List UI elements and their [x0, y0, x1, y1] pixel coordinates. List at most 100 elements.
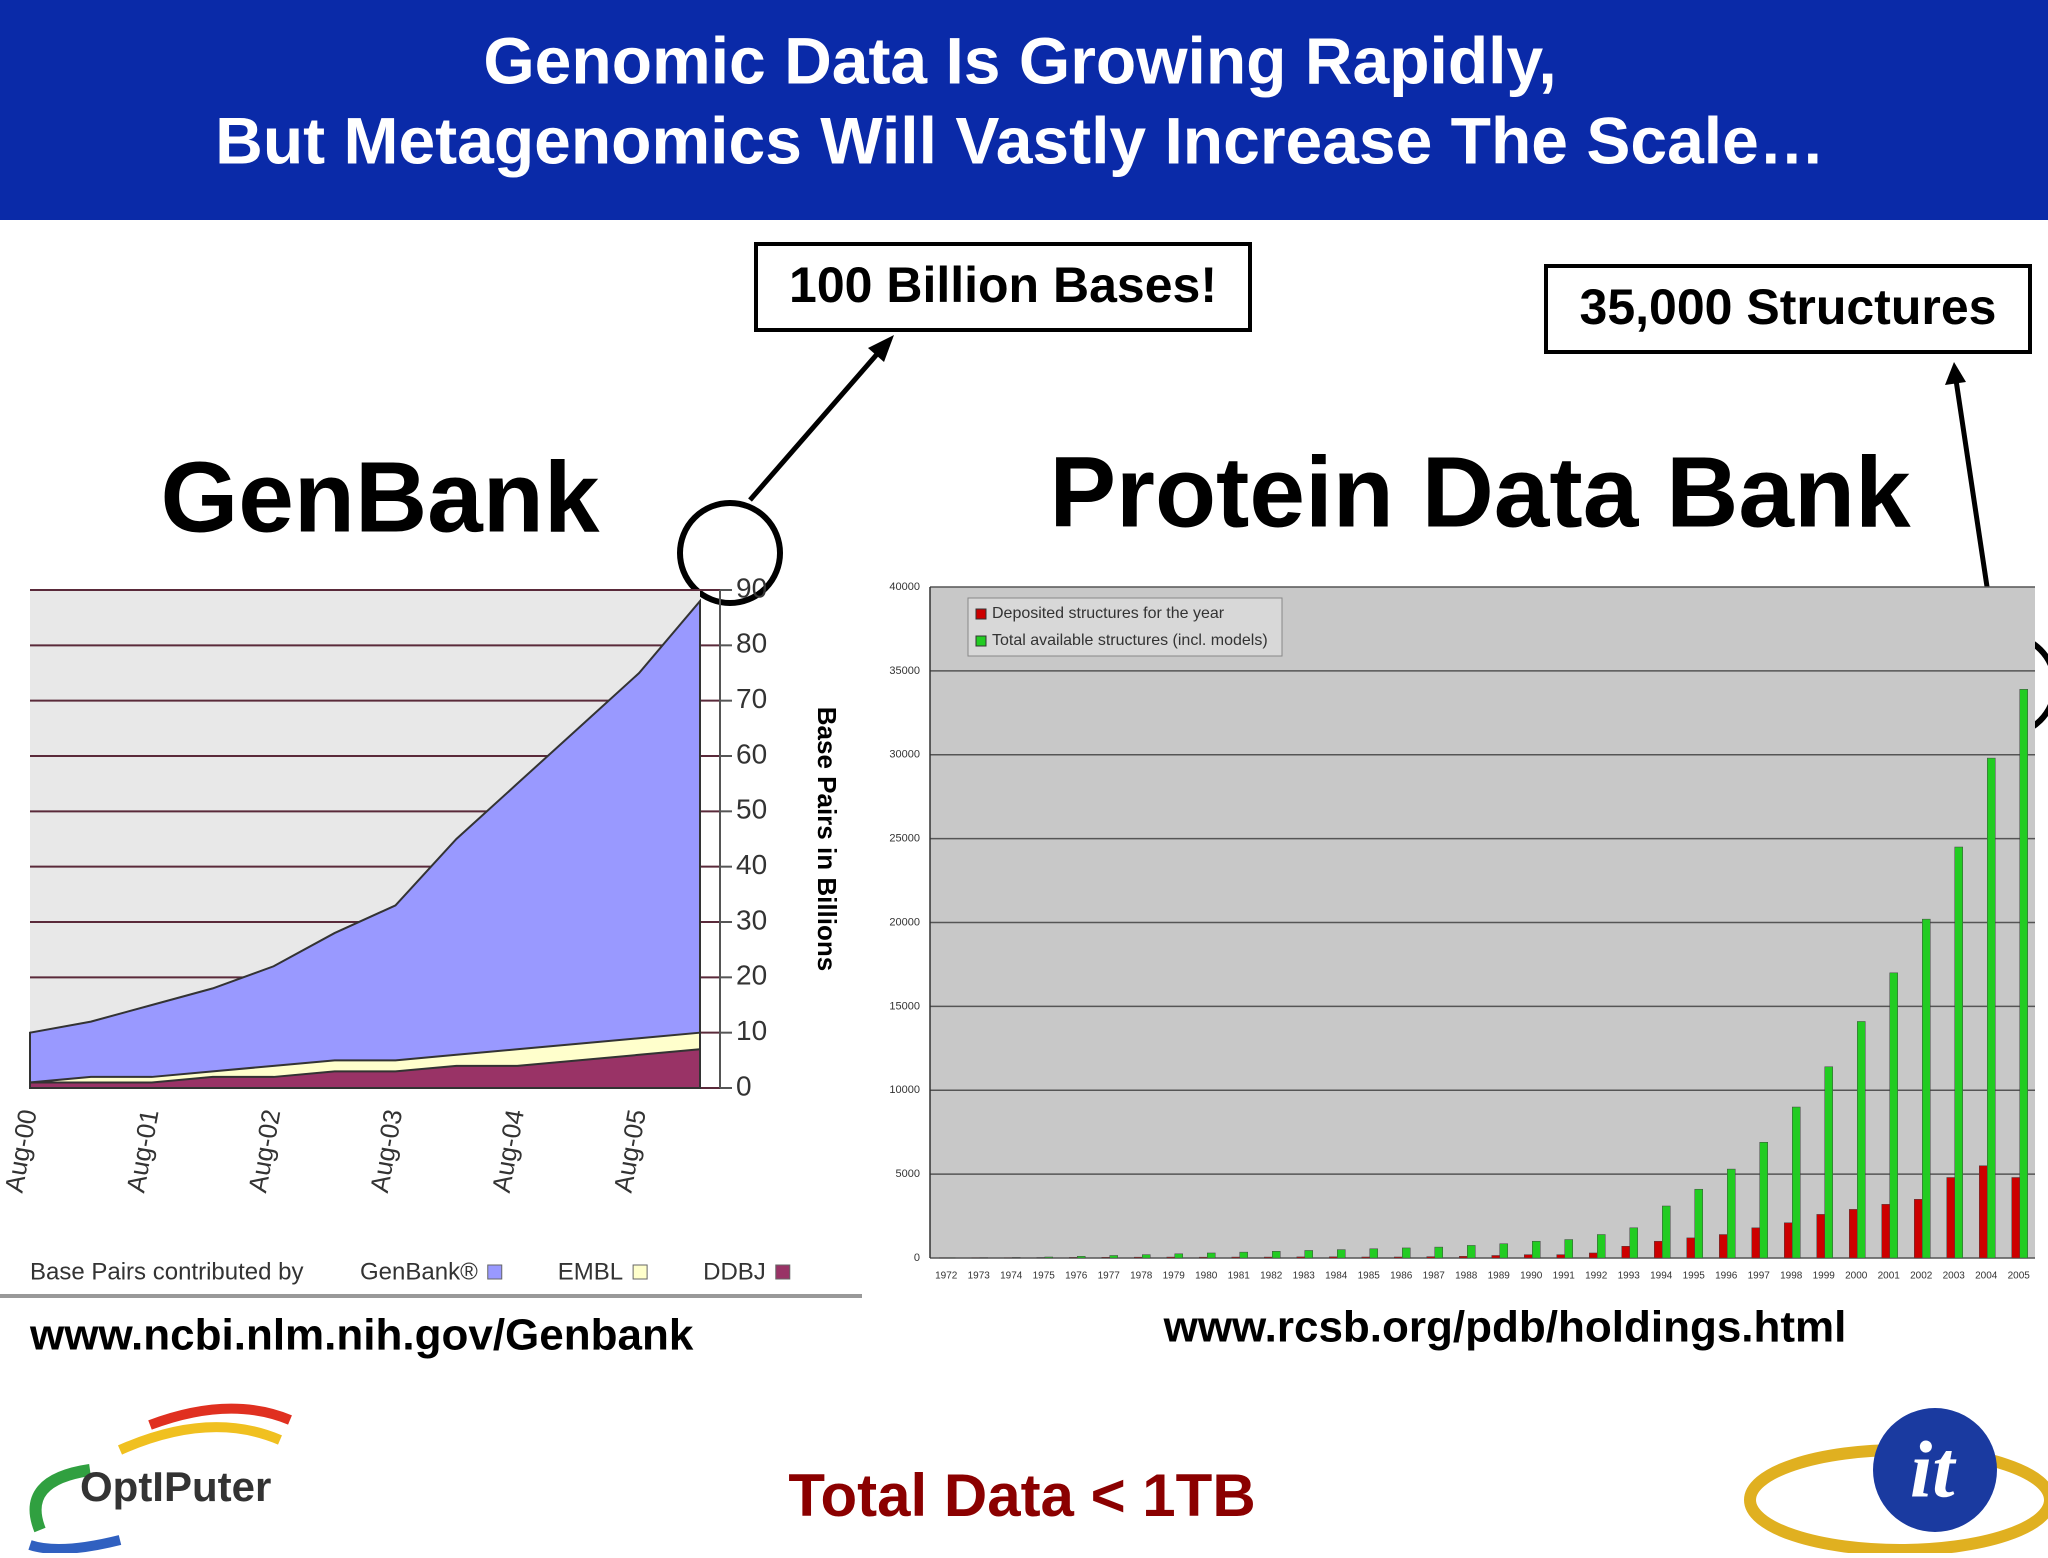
x-tick-label: 2003 — [1943, 1271, 1966, 1282]
x-tick-label: Aug-04 — [486, 1107, 530, 1195]
bar — [1955, 847, 1963, 1258]
bar — [1045, 1257, 1053, 1258]
x-tick-label: 1985 — [1358, 1271, 1381, 1282]
logo-text: it — [1910, 1426, 1957, 1514]
bar — [1175, 1254, 1183, 1258]
y-tick-label: 20000 — [889, 916, 920, 928]
title-line: Genomic Data Is Growing Rapidly, — [483, 23, 1556, 97]
y-tick-label: 20 — [736, 960, 767, 991]
bar — [1394, 1257, 1402, 1258]
y-tick-label: 40000 — [889, 581, 920, 593]
bar — [1987, 758, 1995, 1258]
bar — [1199, 1257, 1207, 1258]
bar — [1882, 1204, 1890, 1258]
x-tick-label: 2000 — [1845, 1271, 1868, 1282]
bar — [1142, 1255, 1150, 1258]
bar — [1240, 1252, 1248, 1258]
legend-swatch — [776, 1265, 790, 1279]
bar — [1752, 1228, 1760, 1258]
bar — [1727, 1169, 1735, 1258]
y-tick-label: 25000 — [889, 833, 920, 845]
bar — [1207, 1253, 1215, 1258]
bar — [1297, 1257, 1305, 1258]
bar — [1654, 1241, 1662, 1258]
bar — [1069, 1257, 1077, 1258]
callout: 100 Billion Bases! — [789, 257, 1217, 313]
bar — [1402, 1248, 1410, 1258]
bar — [1532, 1241, 1540, 1258]
legend-swatch — [633, 1265, 647, 1279]
x-tick-label: 1987 — [1423, 1271, 1446, 1282]
footer: Total Data < 1TB — [788, 1462, 1255, 1529]
x-tick-label: 1992 — [1585, 1271, 1608, 1282]
bar — [1524, 1255, 1532, 1258]
x-tick-label: 1998 — [1780, 1271, 1803, 1282]
y-tick-label: 40 — [736, 849, 767, 880]
x-tick-label: 1975 — [1033, 1271, 1056, 1282]
x-tick-label: 1984 — [1325, 1271, 1348, 1282]
bar — [1914, 1199, 1922, 1258]
x-tick-label: Aug-05 — [608, 1107, 652, 1195]
legend-swatch — [976, 636, 986, 646]
x-tick-label: 1999 — [1813, 1271, 1836, 1282]
legend-label: EMBL — [558, 1258, 623, 1285]
bar — [1630, 1228, 1638, 1258]
bar — [1102, 1257, 1110, 1258]
x-tick-label: Aug-02 — [242, 1107, 286, 1195]
it2-logo: it 2 — [1750, 1408, 2048, 1550]
bar — [1792, 1107, 1800, 1258]
y-tick-label: 70 — [736, 683, 767, 714]
bar — [1557, 1255, 1565, 1258]
bar — [1622, 1246, 1630, 1258]
bar — [1435, 1247, 1443, 1258]
bar — [1370, 1249, 1378, 1258]
legend-swatch — [976, 609, 986, 619]
y-axis-label: Base Pairs in Billions — [812, 707, 842, 971]
x-tick-label: 1988 — [1455, 1271, 1478, 1282]
x-tick-label: 1997 — [1748, 1271, 1771, 1282]
bar — [1232, 1257, 1240, 1258]
arrowhead — [1945, 362, 1966, 385]
bar — [1719, 1235, 1727, 1258]
legend-label: Total available structures (incl. models… — [992, 632, 1268, 649]
x-tick-label: 1979 — [1163, 1271, 1186, 1282]
chart-title: Protein Data Bank — [1049, 436, 1911, 548]
bar — [1922, 919, 1930, 1258]
y-tick-label: 0 — [914, 1252, 920, 1264]
bar — [1459, 1256, 1467, 1258]
y-tick-label: 30 — [736, 904, 767, 935]
bar — [1890, 973, 1898, 1258]
bar — [1857, 1021, 1865, 1258]
x-tick-label: 2002 — [1910, 1271, 1933, 1282]
bar — [1134, 1257, 1142, 1258]
x-tick-label: 1976 — [1065, 1271, 1088, 1282]
source-url: www.ncbi.nlm.nih.gov/Genbank — [29, 1311, 694, 1360]
callout: 35,000 Structures — [1580, 279, 1997, 335]
bar — [1589, 1253, 1597, 1258]
title-line: But Metagenomics Will Vastly Increase Th… — [215, 103, 1825, 177]
x-tick-label: 1993 — [1618, 1271, 1641, 1282]
x-tick-label: 1974 — [1000, 1271, 1023, 1282]
bar — [1817, 1214, 1825, 1258]
bar — [1687, 1238, 1695, 1258]
bar — [1492, 1255, 1500, 1258]
bar — [1329, 1257, 1337, 1258]
x-tick-label: 2005 — [2008, 1271, 2031, 1282]
bar — [1427, 1257, 1435, 1258]
bar — [1565, 1240, 1573, 1258]
x-tick-label: Aug-03 — [364, 1107, 408, 1195]
logo-text: 2 — [2015, 1419, 2035, 1460]
bar — [1110, 1255, 1118, 1258]
chart-title: GenBank — [160, 441, 599, 553]
x-tick-label: 1981 — [1228, 1271, 1251, 1282]
y-tick-label: 5000 — [896, 1168, 920, 1180]
legend-label: GenBank® — [360, 1258, 478, 1285]
optiputer-logo: OptIPuter — [30, 1409, 290, 1549]
x-tick-label: 1994 — [1650, 1271, 1673, 1282]
x-tick-label: 1990 — [1520, 1271, 1543, 1282]
x-tick-label: 1978 — [1130, 1271, 1153, 1282]
bar — [1597, 1235, 1605, 1258]
y-tick-label: 35000 — [889, 665, 920, 677]
